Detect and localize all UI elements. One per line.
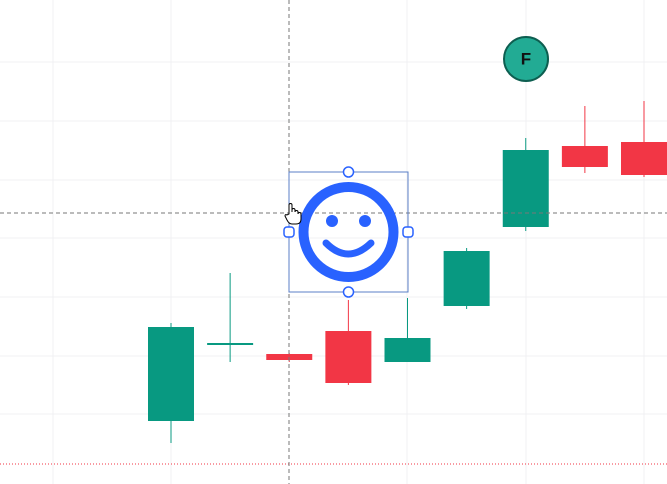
candle-body [443, 251, 490, 306]
candle-body [384, 338, 431, 362]
smiley-eye [359, 215, 371, 227]
smiley-drawing[interactable] [283, 166, 414, 298]
candle-body [325, 331, 372, 383]
candle-body [148, 327, 194, 421]
hand-cursor [284, 203, 302, 225]
resize-handle[interactable] [342, 286, 355, 298]
candle-body [207, 343, 254, 345]
smiley-mouth [322, 239, 375, 258]
candle-body [502, 150, 549, 227]
smiley-eye [326, 215, 338, 227]
resize-handle[interactable] [342, 166, 355, 178]
candle-body [561, 146, 608, 167]
event-marker[interactable]: F [503, 36, 549, 82]
marker-label: F [521, 49, 531, 68]
resize-handle[interactable] [283, 226, 295, 238]
resize-handle[interactable] [402, 226, 414, 238]
candles [148, 101, 667, 443]
marker-circle [503, 36, 549, 82]
candle-body [621, 142, 667, 175]
smiley-face [298, 182, 399, 282]
